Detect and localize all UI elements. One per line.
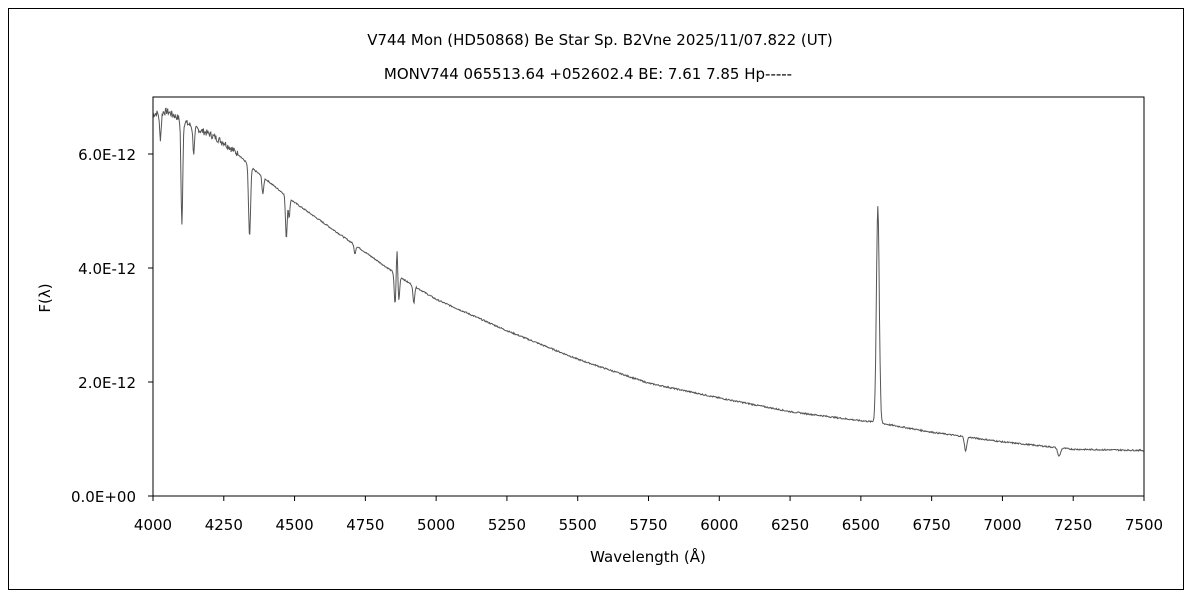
y-axis: 0.0E+00 2.0E-12 4.0E-12 6.0E-12 — [71, 146, 153, 506]
x-tick-label: 4500 — [275, 516, 313, 534]
chart-frame — [8, 8, 1184, 590]
y-tick-label: 4.0E-12 — [78, 260, 136, 278]
series-line-spectrum — [152, 107, 1145, 457]
chart-title: V744 Mon (HD50868) Be Star Sp. B2Vne 202… — [367, 31, 833, 49]
x-tick-label: 6500 — [842, 516, 880, 534]
x-axis: 4000 4250 4500 4750 5000 5250 5500 5750 6000 6250… — [134, 496, 1163, 534]
x-tick-label: 4750 — [346, 516, 384, 534]
x-tick-label: 6000 — [700, 516, 738, 534]
x-tick-label: 7250 — [1054, 516, 1092, 534]
y-tick-label: 0.0E+00 — [71, 488, 136, 506]
y-axis-label: F(λ) — [36, 283, 54, 312]
x-tick-label: 5250 — [488, 516, 526, 534]
x-tick-label: 5000 — [417, 516, 455, 534]
x-tick-label: 6750 — [913, 516, 951, 534]
x-tick-label: 5750 — [629, 516, 667, 534]
x-tick-label: 7500 — [1125, 516, 1163, 534]
y-tick-label: 2.0E-12 — [78, 374, 136, 392]
x-tick-label: 4250 — [205, 516, 243, 534]
x-tick-label: 4000 — [134, 516, 172, 534]
chart-subtitle: MONV744 065513.64 +052602.4 BE: 7.61 7.8… — [384, 65, 792, 83]
x-tick-label: 7000 — [983, 516, 1021, 534]
y-tick-label: 6.0E-12 — [78, 146, 136, 164]
plot-area — [152, 96, 1145, 497]
x-axis-label: Wavelength (Å) — [590, 547, 706, 566]
x-tick-label: 5500 — [559, 516, 597, 534]
x-tick-label: 6250 — [771, 516, 809, 534]
